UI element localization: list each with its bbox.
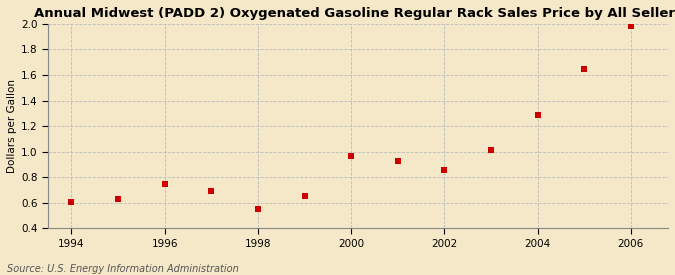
- Point: [439, 167, 450, 172]
- Point: [206, 189, 217, 194]
- Point: [113, 197, 124, 201]
- Point: [625, 24, 636, 29]
- Text: Source: U.S. Energy Information Administration: Source: U.S. Energy Information Administ…: [7, 264, 238, 274]
- Point: [485, 148, 496, 153]
- Point: [299, 194, 310, 199]
- Y-axis label: Dollars per Gallon: Dollars per Gallon: [7, 79, 17, 173]
- Point: [346, 153, 356, 158]
- Point: [66, 199, 77, 204]
- Point: [159, 182, 170, 186]
- Point: [532, 112, 543, 117]
- Point: [578, 67, 589, 71]
- Point: [392, 158, 403, 163]
- Point: [252, 207, 263, 211]
- Title: Annual Midwest (PADD 2) Oxygenated Gasoline Regular Rack Sales Price by All Sell: Annual Midwest (PADD 2) Oxygenated Gasol…: [34, 7, 675, 20]
